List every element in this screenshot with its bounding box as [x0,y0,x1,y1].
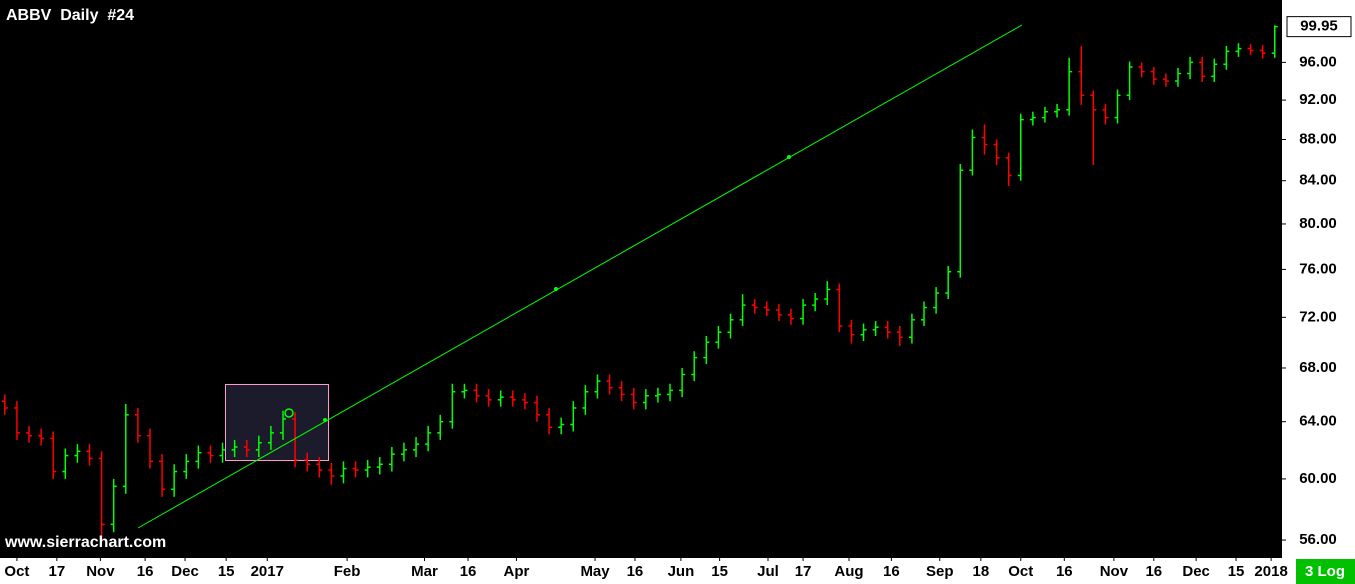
x-tick-label: 15 [1228,563,1245,580]
x-tick-label: 15 [218,563,235,580]
scale-label: 3 Log [1305,563,1345,580]
watermark: www.sierrachart.com [4,534,166,551]
plot-background [0,0,1282,558]
x-tick-label: 16 [1056,563,1073,580]
x-tick-label: Mar [411,563,438,580]
x-tick-label: Feb [334,563,361,580]
y-tick-label: 60.00 [1299,470,1337,487]
x-tick-label: 16 [883,563,900,580]
y-tick-label: 84.00 [1299,172,1337,189]
x-tick-label: 16 [137,563,154,580]
scale-box [1296,559,1355,584]
x-tick-label: Nov [86,563,115,580]
price-axis [1282,0,1355,558]
x-tick-label: 18 [973,563,990,580]
x-tick-label: Jul [757,563,779,580]
y-tick-label: 64.00 [1299,413,1337,430]
y-tick-label: 92.00 [1299,91,1337,108]
trend-handle [323,418,327,422]
y-tick-label: 56.00 [1299,531,1337,548]
y-tick-label: 80.00 [1299,215,1337,232]
x-tick-label: Aug [834,563,863,580]
x-tick-label: 16 [627,563,644,580]
y-tick-label: 68.00 [1299,359,1337,376]
x-tick-label: 2017 [251,563,284,580]
x-tick-label: 17 [795,563,812,580]
x-tick-label: 15 [711,563,728,580]
chart-title: ABBV Daily #24 [6,7,134,24]
y-tick-label: 76.00 [1299,260,1337,277]
x-tick-label: Jun [668,563,695,580]
x-tick-label: Nov [1100,563,1129,580]
x-tick-label: Sep [926,563,954,580]
x-tick-label: 16 [1145,563,1162,580]
x-tick-label: Apr [504,563,530,580]
x-tick-label: Dec [171,563,199,580]
highlight-rectangle [225,384,329,461]
x-tick-label: Oct [4,563,29,580]
x-tick-label: 17 [48,563,65,580]
marker-circle [284,408,294,418]
y-tick-label: 88.00 [1299,130,1337,147]
x-tick-label: Dec [1182,563,1210,580]
x-tick-label: 16 [460,563,477,580]
trend-handle [554,287,558,291]
last-price-box [1286,16,1352,38]
x-tick-label: May [580,563,610,580]
last-price-label: 99.95 [1300,18,1338,35]
x-tick-label: 2018 [1254,563,1287,580]
trend-handle [787,155,791,159]
axes: 56.00 60.00 64.00 68.00 72.00 76.00 80.00 84.00… [4,16,1352,580]
x-tick-label: Oct [1008,563,1033,580]
trendline [137,24,1023,529]
time-axis [0,558,1355,584]
y-tick-label: 72.00 [1299,308,1337,325]
trend-line [137,24,1023,529]
y-tick-label: 96.00 [1299,53,1337,70]
bars [1,25,1278,541]
